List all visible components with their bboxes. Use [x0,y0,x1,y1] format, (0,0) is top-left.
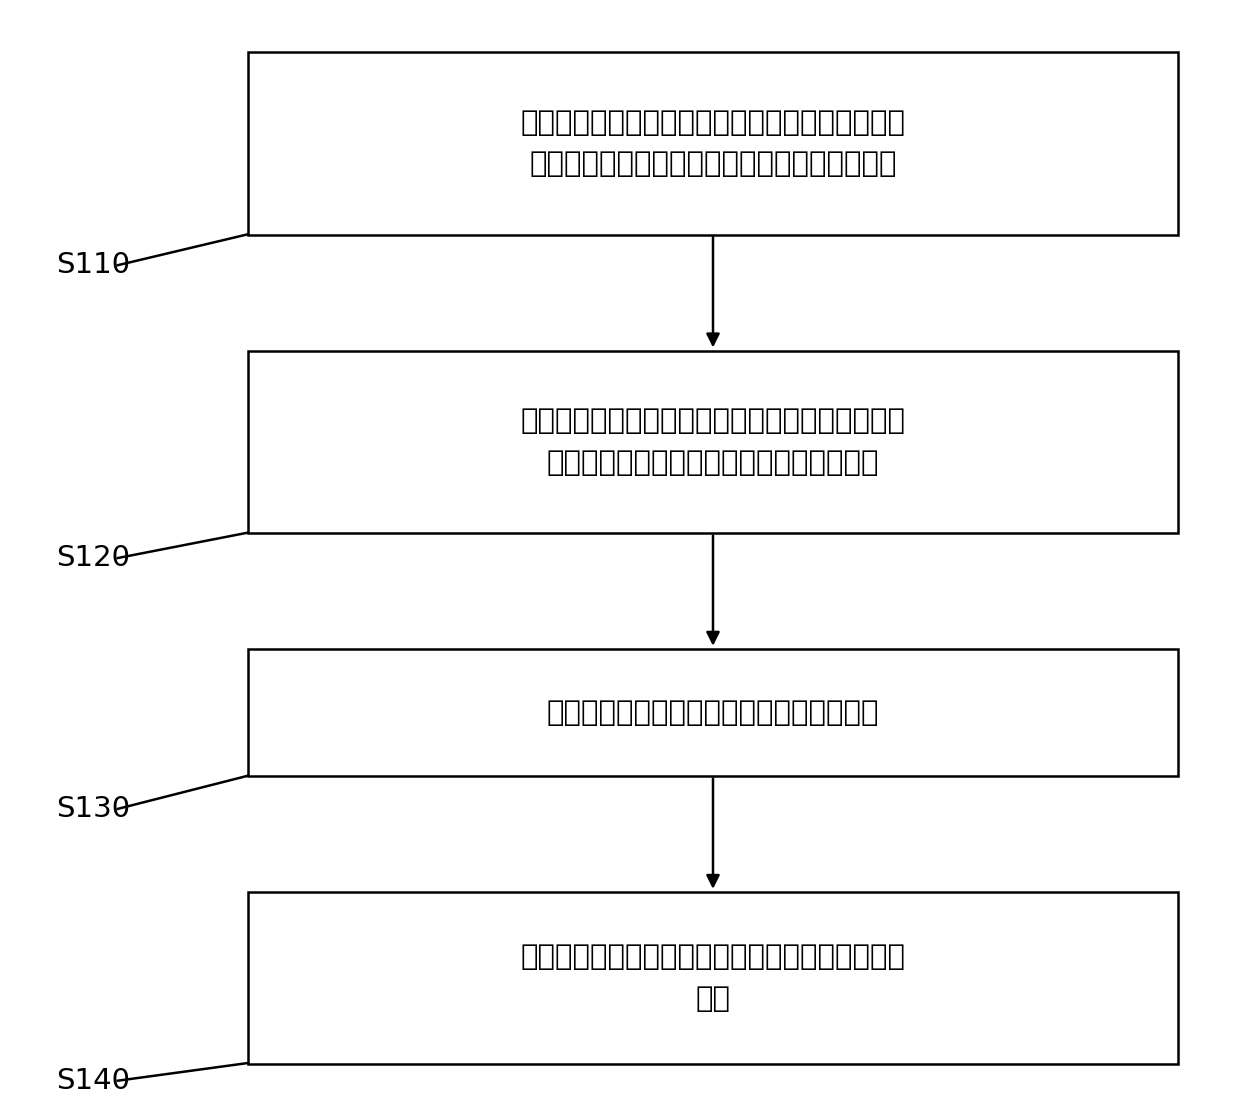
Bar [248,351,1178,534]
Bar [248,893,1178,1063]
Text: 根据需要执行的操作任务生成电气系统的倒闸操作
票，所述倒闸操作票包括操作步骤及其执行顺序: 根据需要执行的操作任务生成电气系统的倒闸操作 票，所述倒闸操作票包括操作步骤及其… [521,109,905,178]
Text: 判断所述操作动作图像是否符合对应的操作步骤的
要求: 判断所述操作动作图像是否符合对应的操作步骤的 要求 [521,944,905,1012]
Bar [248,649,1178,776]
Text: S140: S140 [56,1066,130,1095]
Text: S120: S120 [56,544,130,572]
Text: 采集针对所述语音操作指令的操作动作图像: 采集针对所述语音操作指令的操作动作图像 [547,698,879,727]
Text: S130: S130 [56,794,130,823]
Text: S110: S110 [56,251,130,280]
Bar [248,52,1178,235]
Text: 根据倒闸操作票包括的操作步骤及其执行顺序，依
次输出各所述操作步骤对应的语音操作指令: 根据倒闸操作票包括的操作步骤及其执行顺序，依 次输出各所述操作步骤对应的语音操作… [521,408,905,476]
